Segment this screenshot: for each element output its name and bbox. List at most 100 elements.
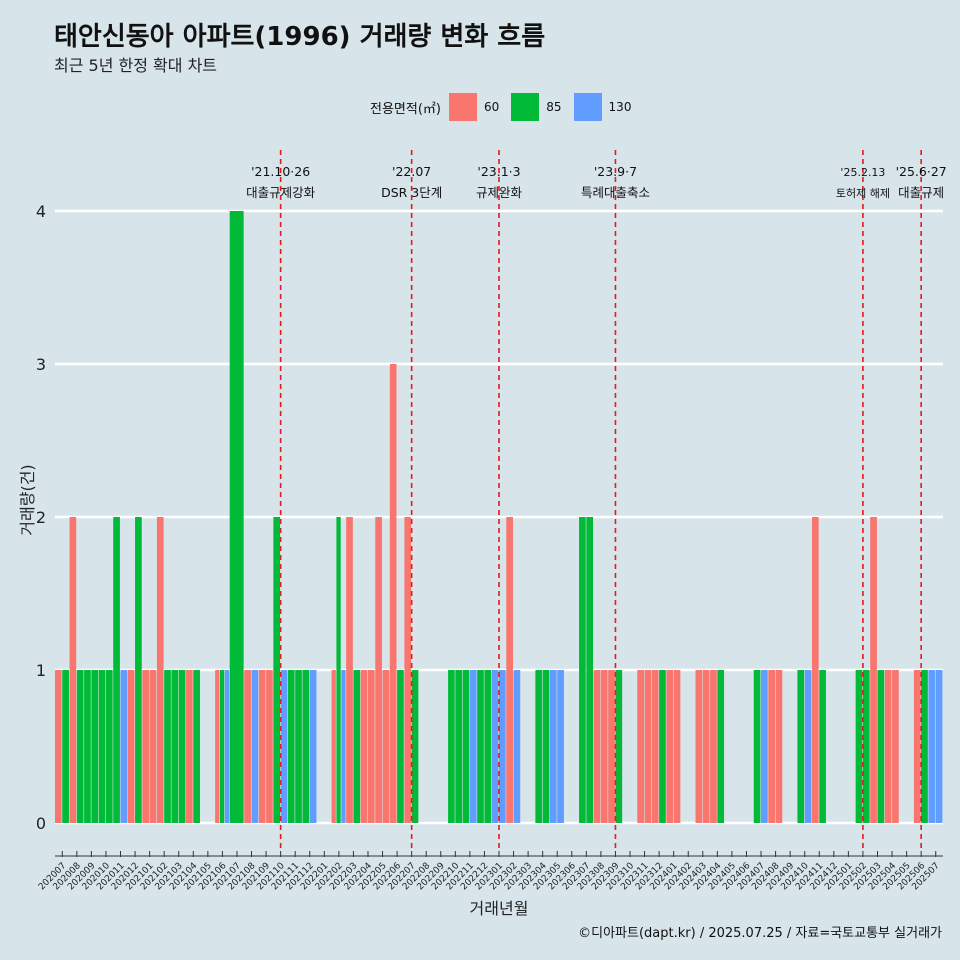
- legend-label-130: 130: [608, 100, 632, 114]
- y-tick-label: 0: [36, 814, 46, 833]
- bar: [542, 670, 550, 823]
- bar: [593, 670, 601, 823]
- bar: [717, 670, 725, 823]
- y-axis-title: 거래량(건): [18, 464, 37, 535]
- bar: [341, 670, 346, 823]
- bar: [360, 670, 368, 823]
- bar: [186, 670, 193, 823]
- bar: [273, 517, 281, 823]
- bar: [913, 670, 921, 823]
- bar: [811, 517, 819, 823]
- bar: [804, 670, 812, 823]
- bar: [615, 670, 623, 823]
- bar: [448, 670, 455, 823]
- bar: [331, 670, 336, 823]
- bar: [156, 517, 164, 823]
- bar: [921, 670, 928, 823]
- event-date-label: '22.07: [392, 164, 431, 179]
- bar: [127, 670, 135, 823]
- y-tick-label: 2: [36, 508, 46, 527]
- bar: [862, 670, 870, 823]
- legend-item-60: 60: [448, 93, 505, 121]
- bar: [142, 670, 150, 823]
- bar: [336, 517, 341, 823]
- bar: [258, 670, 266, 823]
- bar: [76, 670, 84, 823]
- bar: [113, 517, 120, 823]
- bar: [251, 670, 259, 823]
- legend-label-60: 60: [483, 100, 500, 114]
- bar: [870, 517, 877, 823]
- bar: [819, 670, 826, 823]
- legend-swatch-130: [573, 93, 602, 121]
- bar: [892, 670, 899, 823]
- bar: [105, 670, 113, 823]
- bar: [280, 670, 288, 823]
- event-date-label: '21.10·26: [251, 164, 310, 179]
- legend-title: 전용면적(㎡): [370, 101, 441, 117]
- bar: [193, 670, 200, 823]
- event-name-label: 대출규제강화: [246, 185, 316, 200]
- chart-caption: ©디아파트(dapt.kr) / 2025.07.25 / 자료=국토교통부 실…: [578, 926, 942, 941]
- bar: [608, 670, 615, 823]
- event-date-label: '25.6·27: [896, 164, 947, 179]
- bar: [469, 670, 477, 823]
- bar: [673, 670, 681, 823]
- event-date-label: '25.2.13: [840, 166, 885, 179]
- bar: [753, 670, 761, 823]
- bar: [855, 670, 863, 823]
- legend: 전용면적(㎡) 60 85 130: [370, 93, 643, 121]
- bar: [244, 670, 251, 823]
- legend-label-85: 85: [546, 100, 562, 114]
- y-tick-label: 3: [36, 355, 46, 374]
- bar: [302, 670, 310, 823]
- event-name-label: 규제완화: [476, 185, 523, 200]
- bar: [346, 517, 353, 823]
- bar: [309, 670, 317, 823]
- event-date-label: '23.1·3: [477, 164, 520, 179]
- bar: [178, 670, 186, 823]
- bar: [695, 670, 703, 823]
- bar: [586, 517, 594, 823]
- bar: [491, 670, 499, 823]
- legend-item-130: 130: [573, 93, 638, 121]
- bar: [84, 670, 91, 823]
- bar: [462, 670, 470, 823]
- bar: [928, 670, 936, 823]
- bar: [644, 670, 652, 823]
- event-name-label: DSR 3단계: [381, 185, 442, 200]
- bar: [499, 670, 506, 823]
- bar: [397, 670, 404, 823]
- bar: [224, 670, 230, 823]
- event-name-label: 대출규제: [898, 185, 944, 200]
- bar: [659, 670, 666, 823]
- x-axis-title: 거래년월: [470, 899, 529, 918]
- bar: [637, 670, 644, 823]
- bar: [149, 670, 157, 823]
- bar: [477, 670, 484, 823]
- y-tick-label: 1: [36, 661, 46, 680]
- bar: [135, 517, 142, 823]
- bar: [768, 670, 775, 823]
- bar: [884, 670, 892, 823]
- bar: [935, 670, 943, 823]
- bar: [877, 670, 885, 823]
- legend-item-85: 85: [511, 93, 567, 121]
- bar: [367, 670, 375, 823]
- bar: [98, 670, 106, 823]
- bar: [484, 670, 492, 823]
- bar: [702, 670, 710, 823]
- bar: [557, 670, 564, 823]
- bar: [91, 670, 99, 823]
- bar: [710, 670, 717, 823]
- bar: [797, 670, 805, 823]
- bar: [535, 670, 543, 823]
- bar: [382, 670, 390, 823]
- bar: [513, 670, 521, 823]
- bar: [506, 517, 513, 823]
- bar: [120, 670, 128, 823]
- bar: [375, 517, 382, 823]
- bar: [55, 670, 62, 823]
